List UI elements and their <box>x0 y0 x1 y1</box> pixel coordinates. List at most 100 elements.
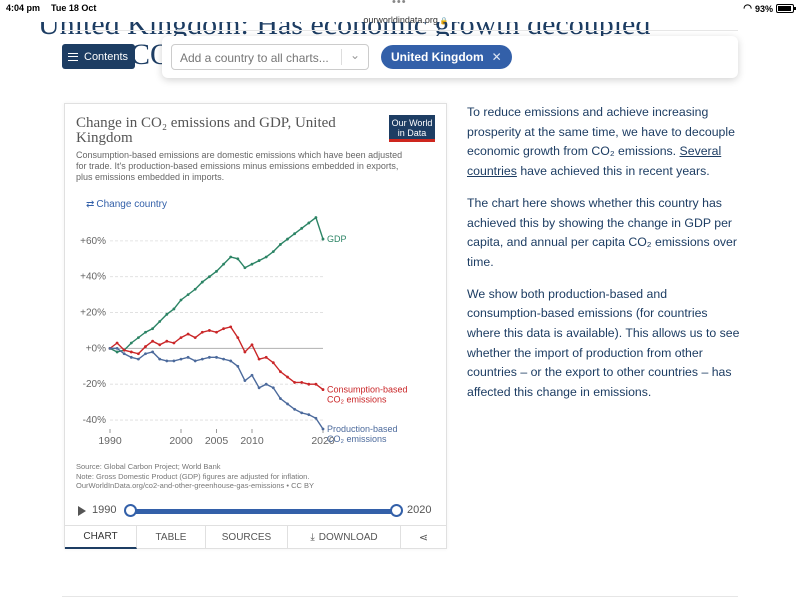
selected-country-chip[interactable]: United Kingdom ✕ <box>381 45 512 69</box>
data-point <box>137 336 140 340</box>
owid-logo[interactable]: Our World in Data <box>389 115 435 142</box>
data-point <box>321 237 325 241</box>
data-point <box>186 355 190 359</box>
data-point <box>314 216 318 219</box>
wifi-icon: ◠ <box>743 3 752 14</box>
play-icon[interactable] <box>78 506 86 516</box>
data-point <box>271 250 275 254</box>
timeline-track[interactable] <box>130 509 397 514</box>
data-point <box>222 262 226 266</box>
timeline-start-handle[interactable] <box>124 504 137 517</box>
series-label: Consumption-based <box>327 385 408 395</box>
series-label: Production-based <box>327 424 398 434</box>
data-point <box>314 382 318 386</box>
data-point <box>115 350 119 354</box>
data-point <box>129 355 133 359</box>
change-country-label: Change country <box>96 199 167 210</box>
data-point <box>229 255 233 259</box>
data-point <box>257 357 261 361</box>
data-point <box>236 336 240 340</box>
data-point <box>144 352 147 356</box>
contents-label: Contents <box>84 50 129 63</box>
data-point <box>293 232 296 236</box>
data-point <box>122 352 126 356</box>
data-point <box>236 364 240 368</box>
tab-table-label: TABLE <box>155 532 187 543</box>
x-tick-label: 1990 <box>98 435 122 447</box>
tab-chart-label: CHART <box>83 531 118 542</box>
data-point <box>293 381 296 384</box>
data-point <box>158 357 162 361</box>
address-bar[interactable]: ourworldindata.org 🔒 <box>356 15 456 25</box>
data-point <box>243 266 247 270</box>
y-tick-label: -20% <box>83 379 106 390</box>
data-point <box>200 357 204 361</box>
browser-menu-dots-icon[interactable]: ••• <box>392 0 407 8</box>
data-point <box>257 386 261 390</box>
data-point <box>115 341 119 345</box>
line-chart[interactable]: -40% -20% +0% +20% +40% +60% 1990 2000 2005 2010 2… <box>65 214 446 454</box>
data-point <box>271 386 275 390</box>
data-point <box>307 413 311 417</box>
data-point <box>165 339 169 343</box>
close-icon[interactable]: ✕ <box>491 50 502 64</box>
tab-chart[interactable]: CHART <box>65 526 137 549</box>
data-point <box>250 373 254 377</box>
paragraph-3: We show both production-based and consum… <box>467 286 740 400</box>
country-selector-bar: Add a country to all charts... ⌄ United … <box>162 36 738 78</box>
data-point <box>193 359 197 363</box>
data-point <box>215 269 218 273</box>
data-point <box>179 357 183 361</box>
menu-icon <box>68 52 78 61</box>
data-point <box>179 298 183 302</box>
data-point <box>151 327 154 331</box>
several-countries-link[interactable]: Several countries <box>467 144 722 179</box>
data-point <box>144 345 147 348</box>
y-tick-label: +0% <box>86 343 106 354</box>
country-search-input[interactable]: Add a country to all charts... ⌄ <box>171 44 369 70</box>
x-tick-label: 2010 <box>240 435 264 447</box>
timeline-end-handle[interactable] <box>390 504 403 517</box>
y-tick-label: -40% <box>83 415 106 426</box>
data-point <box>179 336 183 340</box>
data-point <box>151 339 154 343</box>
tab-sources[interactable]: SOURCES <box>206 526 288 549</box>
tab-download[interactable]: ⤓ DOWNLOAD <box>288 526 401 549</box>
change-country-button[interactable]: ⇄ Change country <box>86 199 167 210</box>
series-line <box>110 347 324 430</box>
y-tick-label: +60% <box>80 236 106 247</box>
data-point <box>264 355 268 359</box>
data-point <box>257 259 261 262</box>
data-point <box>300 226 304 230</box>
data-point <box>129 341 133 345</box>
source-line: Source: Global Carbon Project; World Ban… <box>76 462 221 471</box>
license-line[interactable]: OurWorldInData.org/co2-and-other-greenho… <box>76 481 315 490</box>
data-point <box>172 307 176 311</box>
data-point <box>208 275 211 279</box>
data-point <box>314 416 318 420</box>
data-point <box>250 343 254 347</box>
data-point <box>243 379 247 383</box>
chevron-down-icon[interactable]: ⌄ <box>349 48 360 62</box>
data-point <box>165 312 169 316</box>
selected-country-label: United Kingdom <box>391 50 484 64</box>
y-tick-label: +40% <box>80 272 106 283</box>
contents-button[interactable]: Contents <box>62 44 135 69</box>
data-point <box>271 361 275 365</box>
battery-percent: 93% <box>754 3 773 14</box>
data-point <box>229 359 233 363</box>
data-point <box>144 330 147 334</box>
data-point <box>300 381 304 384</box>
data-point <box>321 427 325 431</box>
x-tick-label: 2005 <box>205 435 229 447</box>
x-tick-label: 2000 <box>169 435 193 447</box>
data-point <box>108 346 112 350</box>
data-point <box>193 287 197 291</box>
share-button[interactable]: ⋖ <box>401 526 446 549</box>
tab-table[interactable]: TABLE <box>137 526 206 549</box>
swap-arrows-icon: ⇄ <box>86 199 95 210</box>
select-divider <box>341 49 342 65</box>
data-point <box>279 397 282 400</box>
data-point <box>279 243 282 246</box>
status-right: ◠ 93% <box>743 3 796 14</box>
